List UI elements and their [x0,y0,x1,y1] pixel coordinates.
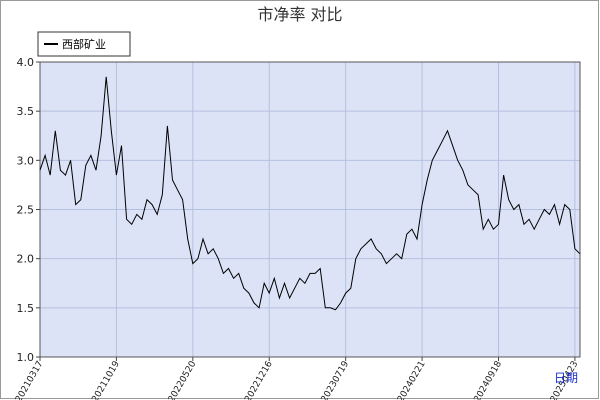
y-tick-label: 4.0 [17,56,35,69]
y-tick-label: 2.0 [17,253,35,266]
y-tick-label: 3.5 [17,105,35,118]
line [39,76,581,311]
y-tick-label: 2.5 [17,204,35,217]
y-tick-label: 3.0 [17,154,35,167]
y-tick-label: 1.0 [17,351,35,364]
legend-label: 西部矿业 [62,37,106,51]
y-tick-label: 1.5 [17,302,35,315]
plot-border [39,61,581,358]
x-axis-label: 日期 [554,371,578,385]
chart-title: 市净率 对比 [257,5,342,24]
